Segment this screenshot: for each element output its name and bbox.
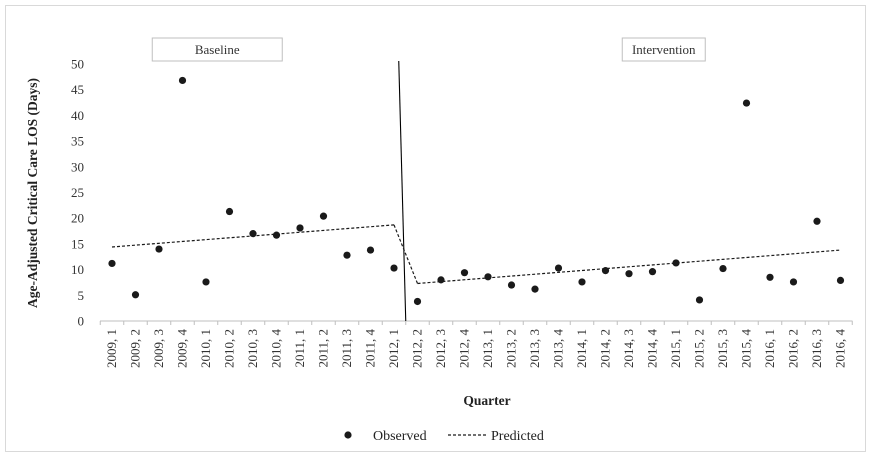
- observed-point: [719, 265, 726, 272]
- legend-observed-marker: [344, 431, 351, 438]
- y-tick-label: 35: [71, 134, 84, 149]
- x-tick-label: 2014, 4: [645, 329, 660, 369]
- observed-point: [461, 269, 468, 276]
- x-tick-label: 2010, 1: [198, 329, 213, 368]
- observed-point: [508, 281, 515, 288]
- observed-point: [320, 213, 327, 220]
- legend: Observed Predicted: [344, 429, 543, 444]
- phase-label: Intervention: [632, 42, 696, 57]
- x-tick-label: 2013, 1: [480, 329, 495, 368]
- observed-point: [672, 259, 679, 266]
- observed-point: [696, 296, 703, 303]
- x-tick-label: 2013, 3: [527, 329, 542, 368]
- predicted-line-segment: [418, 250, 841, 283]
- observed-point: [155, 245, 162, 252]
- x-tick-label: 2013, 4: [551, 329, 566, 369]
- observed-point: [367, 246, 374, 253]
- x-tick-label: 2009, 4: [175, 329, 190, 369]
- y-axis-title: Age-Adjusted Critical Care LOS (Days): [25, 78, 40, 308]
- x-tick-label: 2016, 3: [809, 329, 824, 368]
- observed-point: [390, 264, 397, 271]
- observed-point: [273, 232, 280, 239]
- x-tick-label: 2011, 2: [316, 329, 331, 368]
- y-tick-label: 45: [71, 82, 84, 97]
- x-tick-label: 2014, 1: [574, 329, 589, 368]
- x-tick-label: 2015, 2: [692, 329, 707, 368]
- x-tick-label: 2016, 4: [833, 329, 848, 369]
- observed-point: [743, 99, 750, 106]
- y-tick-label: 5: [78, 288, 85, 303]
- phase-divider-line: [399, 61, 406, 321]
- observed-point: [602, 267, 609, 274]
- x-tick-label: 2011, 3: [339, 329, 354, 368]
- observed-point: [625, 270, 632, 277]
- observed-point: [414, 298, 421, 305]
- y-tick-label: 50: [71, 57, 84, 72]
- observed-point: [578, 278, 585, 285]
- y-tick-label: 30: [71, 159, 84, 174]
- observed-point: [179, 77, 186, 84]
- y-axis-ticks: 0 5 10 15 20 25 30 35 40 45 50: [71, 57, 84, 329]
- observed-point: [249, 230, 256, 237]
- observed-point: [343, 252, 350, 259]
- x-tick-label: 2009, 2: [128, 329, 143, 368]
- observed-point: [531, 286, 538, 293]
- x-tick-label: 2013, 2: [504, 329, 519, 368]
- observed-point: [837, 277, 844, 284]
- x-tick-label: 2012, 2: [410, 329, 425, 368]
- x-axis-tick-marks: [100, 321, 852, 325]
- observed-point: [296, 224, 303, 231]
- x-axis-title: Quarter: [463, 393, 510, 408]
- phase-labels: Baseline Intervention: [152, 38, 705, 61]
- observed-point: [108, 260, 115, 267]
- x-tick-label: 2011, 1: [292, 329, 307, 368]
- y-tick-label: 40: [71, 108, 84, 123]
- x-tick-label: 2010, 4: [269, 329, 284, 369]
- x-tick-label: 2014, 3: [621, 329, 636, 368]
- legend-observed-label: Observed: [373, 429, 427, 444]
- observed-point: [132, 291, 139, 298]
- y-tick-label: 25: [71, 185, 84, 200]
- x-tick-label: 2012, 1: [386, 329, 401, 368]
- y-tick-label: 15: [71, 236, 84, 251]
- x-tick-label: 2009, 3: [151, 329, 166, 368]
- x-tick-label: 2015, 3: [715, 329, 730, 368]
- x-tick-label: 2010, 3: [245, 329, 260, 368]
- observed-point: [437, 276, 444, 283]
- predicted-line-segment: [394, 225, 418, 284]
- y-tick-label: 0: [78, 314, 85, 329]
- observed-series: [108, 77, 844, 305]
- observed-point: [790, 278, 797, 285]
- observed-point: [555, 264, 562, 271]
- y-tick-label: 10: [71, 262, 84, 277]
- x-tick-label: 2016, 2: [786, 329, 801, 368]
- x-tick-label: 2015, 1: [668, 329, 683, 368]
- x-axis-ticks: 2009, 1 2009, 2 2009, 3 2009, 4 2010, 1 2010,…: [104, 329, 848, 369]
- x-tick-label: 2015, 4: [739, 329, 754, 369]
- observed-point: [226, 208, 233, 215]
- legend-predicted-label: Predicted: [491, 429, 544, 444]
- observed-point: [813, 218, 820, 225]
- x-tick-label: 2012, 4: [457, 329, 472, 369]
- x-tick-label: 2009, 1: [104, 329, 119, 368]
- predicted-series: [112, 225, 841, 284]
- phase-label: Baseline: [195, 42, 240, 57]
- observed-point: [484, 273, 491, 280]
- observed-point: [766, 274, 773, 281]
- observed-point: [202, 278, 209, 285]
- x-tick-label: 2014, 2: [598, 329, 613, 368]
- y-tick-label: 20: [71, 211, 84, 226]
- x-tick-label: 2011, 4: [363, 329, 378, 368]
- observed-point: [649, 268, 656, 275]
- x-tick-label: 2016, 1: [762, 329, 777, 368]
- x-tick-label: 2010, 2: [222, 329, 237, 368]
- x-tick-label: 2012, 3: [433, 329, 448, 368]
